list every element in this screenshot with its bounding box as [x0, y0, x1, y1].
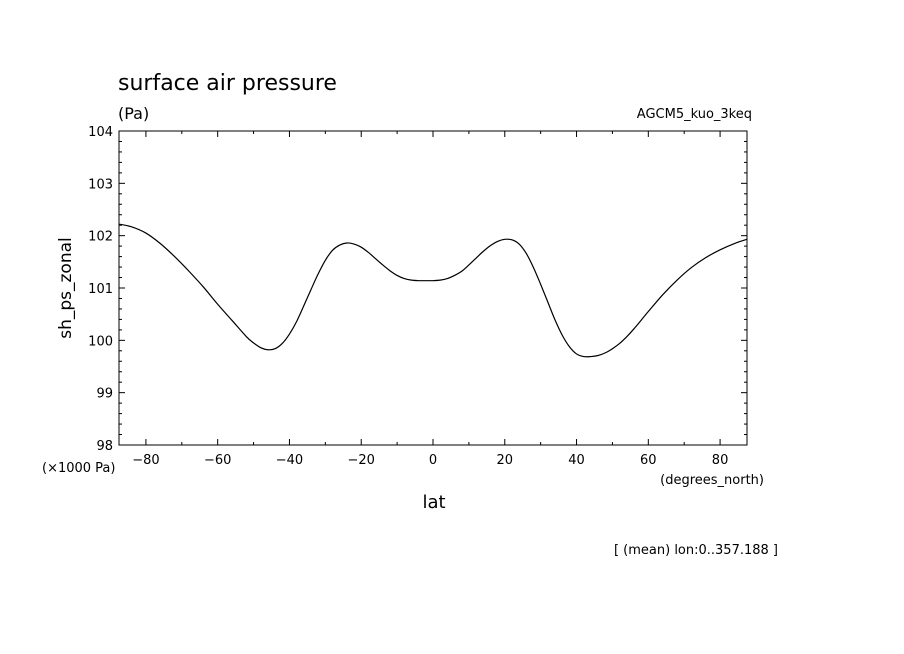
axis-tick-labels: −80 −60 −40 −20 0 20 40 60 80 98 99 100 101 102 103 104: [88, 125, 728, 468]
footnote: [ (mean) lon:0..357.188 ]: [614, 543, 778, 558]
axis-ticks: [119, 130, 747, 446]
x-tick-label: 80: [712, 453, 729, 468]
x-axis-label: lat: [422, 492, 445, 513]
x-tick-label: 0: [429, 453, 437, 468]
y-tick-label: 104: [88, 125, 113, 140]
chart-subtitle: (Pa): [118, 104, 149, 123]
y-tick-label: 99: [96, 387, 113, 402]
y-scale-label: (×1000 Pa): [42, 461, 115, 476]
y-tick-label: 103: [88, 177, 113, 192]
x-tick-label: 60: [640, 453, 657, 468]
x-tick-label: −80: [132, 453, 159, 468]
y-tick-label: 101: [88, 282, 113, 297]
y-tick-label: 100: [88, 334, 113, 349]
chart-title: surface air pressure: [118, 71, 337, 96]
y-tick-label: 98: [96, 439, 113, 454]
x-units-label: (degrees_north): [660, 473, 764, 488]
x-tick-label: −40: [276, 453, 303, 468]
x-tick-label: 20: [496, 453, 513, 468]
model-label: AGCM5_kuo_3keq: [637, 107, 752, 122]
x-tick-label: −20: [348, 453, 375, 468]
series-line: [118, 223, 748, 358]
plot-frame: [118, 130, 748, 446]
x-tick-label: 40: [568, 453, 585, 468]
x-tick-label: −60: [204, 453, 231, 468]
y-axis-label: sh_ps_zonal: [56, 237, 76, 339]
y-tick-label: 102: [88, 230, 113, 245]
